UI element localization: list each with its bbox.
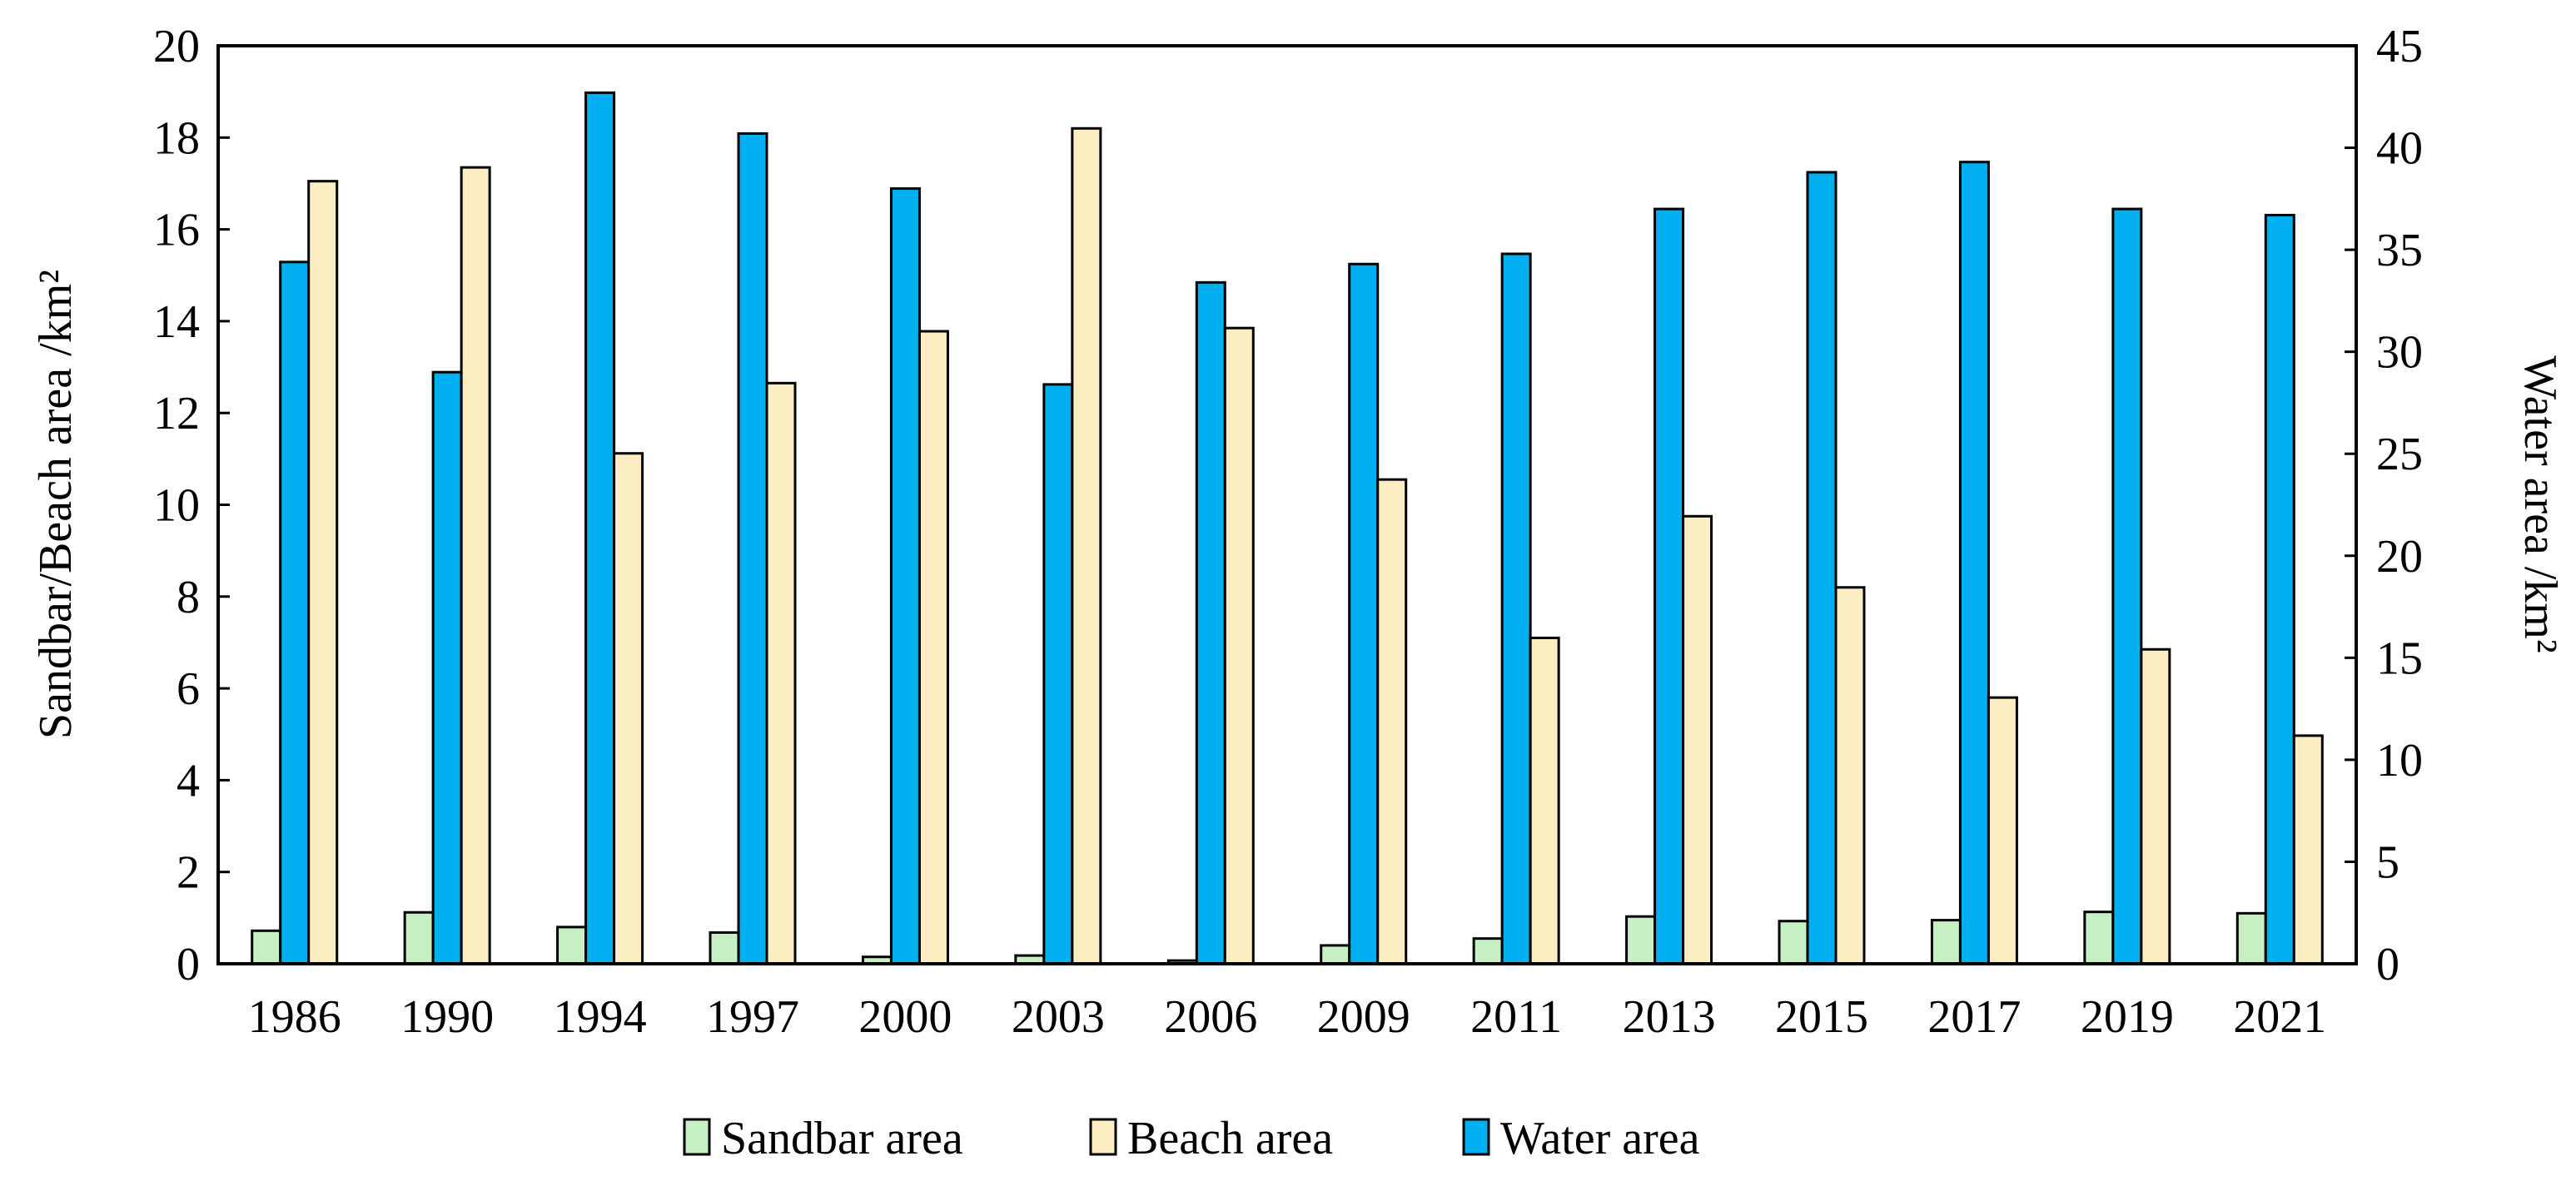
sandbar-bar-2013 [1625, 915, 1657, 965]
left-tick-label: 14 [153, 296, 200, 348]
left-tick-label: 8 [177, 572, 200, 623]
beach-bar-1986 [307, 180, 339, 965]
x-tick-label: 2000 [858, 991, 952, 1043]
beach-bar-2000 [918, 330, 949, 965]
legend-swatch-water-area [1462, 1118, 1490, 1156]
water-bar-1986 [279, 261, 311, 965]
water-bar-2006 [1195, 280, 1226, 965]
x-tick-label: 2021 [2233, 991, 2326, 1043]
x-tick-label: 2013 [1623, 991, 1716, 1043]
right-axis-title: Water area /km² [2514, 355, 2566, 653]
right-tick-label: 45 [2376, 21, 2423, 72]
legend-label: Sandbar area [721, 1113, 963, 1164]
beach-bar-2011 [1529, 636, 1560, 965]
x-tick-label: 2011 [1470, 991, 1562, 1043]
x-tick-label: 2017 [1927, 991, 2021, 1043]
left-tick-label: 4 [177, 755, 200, 806]
x-tick-label: 2009 [1317, 991, 1410, 1043]
water-bar-2017 [1958, 161, 1990, 965]
right-tick-label: 25 [2376, 429, 2423, 480]
bars-layer [251, 91, 2324, 965]
left-tick-label: 0 [177, 939, 200, 990]
x-tick-label: 2003 [1012, 991, 1105, 1043]
right-axis: 0 5 10 15 20 25 30 35 40 45 [2345, 21, 2423, 990]
x-tick-label: 1990 [400, 991, 494, 1043]
legend: Sandbar area Beach area Water area [683, 1113, 1700, 1164]
x-tick-label: 1997 [706, 991, 799, 1043]
beach-bar-2015 [1834, 586, 1866, 965]
beach-bar-1994 [613, 452, 644, 965]
x-tick-label: 2006 [1164, 991, 1257, 1043]
legend-swatch-sandbar-area [683, 1118, 711, 1156]
x-tick-label: 2015 [1775, 991, 1868, 1043]
x-tick-label: 2019 [2081, 991, 2174, 1043]
right-tick-label: 5 [2376, 836, 2399, 888]
x-axis: 1986 1990 1994 1997 2000 2003 2006 2009 2011 2013… [248, 991, 2327, 1043]
sandbar-bar-2015 [1778, 920, 1809, 965]
water-bar-2003 [1042, 383, 1074, 965]
left-axis-title: Sandbar/Beach area /km² [30, 270, 82, 739]
sandbar-bar-1997 [709, 930, 740, 965]
water-bar-2019 [2111, 207, 2143, 965]
beach-bar-2006 [1223, 326, 1255, 965]
right-tick-label: 35 [2376, 225, 2423, 276]
water-bar-2015 [1806, 171, 1838, 965]
left-tick-label: 6 [177, 663, 200, 715]
beach-bar-1997 [765, 381, 797, 965]
left-tick-label: 20 [153, 21, 200, 72]
sandbar-bar-2017 [1930, 919, 1962, 965]
right-tick-label: 0 [2376, 939, 2399, 990]
x-tick-label: 1986 [248, 991, 341, 1043]
water-bar-2013 [1654, 207, 1685, 965]
sandbar-bar-2019 [2083, 911, 2115, 965]
x-tick-label: 1994 [554, 991, 647, 1043]
legend-label: Beach area [1127, 1113, 1333, 1164]
sandbar-bar-1994 [556, 925, 588, 965]
beach-bar-1990 [460, 166, 491, 965]
left-tick-label: 18 [153, 112, 200, 164]
sandbar-bar-1986 [251, 929, 282, 965]
water-bar-1997 [737, 131, 768, 965]
sandbar-bar-2009 [1320, 944, 1351, 965]
water-bar-1990 [431, 370, 463, 965]
right-tick-label: 20 [2376, 531, 2423, 583]
beach-bar-2019 [2140, 648, 2171, 965]
right-tick-label: 30 [2376, 327, 2423, 379]
sandbar-bar-2021 [2235, 911, 2267, 965]
sandbar-bar-2011 [1472, 937, 1504, 965]
right-tick-label: 10 [2376, 735, 2423, 787]
left-axis: 0 2 4 6 8 10 12 14 16 18 20 [153, 21, 230, 990]
water-bar-2000 [889, 187, 921, 965]
left-tick-label: 12 [153, 388, 200, 439]
beach-bar-2017 [1987, 696, 2018, 965]
right-tick-label: 15 [2376, 633, 2423, 684]
water-bar-2009 [1348, 262, 1380, 965]
left-tick-label: 16 [153, 205, 200, 256]
legend-label: Water area [1500, 1113, 1700, 1164]
plot-frame [216, 44, 2358, 965]
left-tick-label: 2 [177, 847, 200, 899]
legend-swatch-beach-area [1089, 1118, 1117, 1156]
right-tick-label: 40 [2376, 123, 2423, 175]
beach-bar-2003 [1071, 127, 1102, 965]
beach-bar-2013 [1682, 514, 1713, 965]
water-bar-2021 [2264, 213, 2295, 965]
beach-bar-2009 [1376, 478, 1408, 965]
left-tick-label: 10 [153, 480, 200, 532]
beach-bar-2021 [2292, 734, 2324, 965]
water-bar-2011 [1500, 252, 1532, 965]
sandbar-bar-1990 [403, 911, 435, 965]
water-bar-1994 [584, 91, 616, 965]
